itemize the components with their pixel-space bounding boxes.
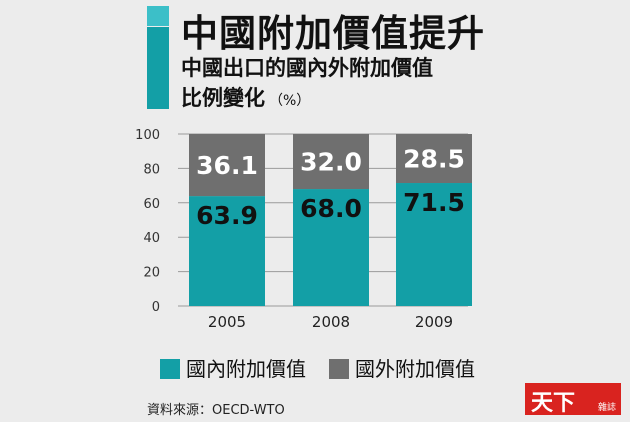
y-tick-label: 0 <box>152 300 160 315</box>
y-tick-label: 40 <box>143 231 160 246</box>
subtitle-line-1: 中國出口的國內外附加價值 <box>181 56 433 80</box>
publisher-logo: 天下 雜誌 <box>525 383 621 416</box>
title-accent-bar <box>147 27 169 109</box>
data-label-foreign: 36.1 <box>196 151 258 180</box>
bar-foreign-2005 <box>189 134 265 197</box>
bar-domestic-2009 <box>396 183 472 306</box>
unit-label: （%） <box>269 93 311 109</box>
data-label-foreign: 28.5 <box>403 145 465 174</box>
data-label-foreign: 32.0 <box>300 148 362 177</box>
x-tick-label: 2009 <box>415 313 453 331</box>
chart-title: 中國附加價值提升 <box>181 12 485 55</box>
logo-sub-text: 雜誌 <box>597 403 616 413</box>
x-tick-label: 2005 <box>208 313 246 331</box>
source-note: 資料來源：OECD-WTO <box>147 403 285 418</box>
legend-item-domestic: 國內附加價值 <box>160 353 306 382</box>
title-accent-top <box>147 6 169 26</box>
y-tick-label: 60 <box>143 197 160 212</box>
subtitle-text: 比例變化 <box>181 86 265 110</box>
subtitle-line-2: 比例變化 （%） <box>181 83 433 116</box>
x-tick-label: 2008 <box>312 313 350 331</box>
bar-domestic-2005 <box>189 196 265 306</box>
y-tick-label: 20 <box>143 266 160 281</box>
legend-label-domestic: 國內附加價值 <box>186 357 306 381</box>
y-tick-label: 80 <box>143 162 160 177</box>
bar-foreign-2009 <box>396 134 472 184</box>
logo-main-text: 天下 <box>531 390 576 416</box>
bar-foreign-2008 <box>293 134 369 190</box>
data-label-domestic: 63.9 <box>196 201 258 230</box>
legend-swatch-foreign <box>329 359 349 379</box>
chart-subtitle: 中國出口的國內外附加價值 比例變化 （%） <box>181 53 433 116</box>
legend-label-foreign: 國外附加價值 <box>355 357 475 381</box>
bar-domestic-2008 <box>293 189 369 306</box>
data-label-domestic: 68.0 <box>300 194 362 223</box>
data-label-domestic: 71.5 <box>403 188 465 217</box>
y-tick-label: 100 <box>135 128 160 143</box>
legend-swatch-domestic <box>160 359 180 379</box>
legend-item-foreign: 國外附加價值 <box>329 353 475 382</box>
